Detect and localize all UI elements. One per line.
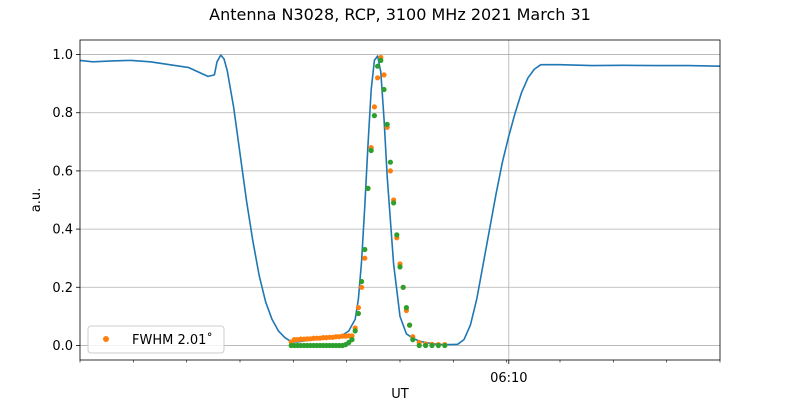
axes: 0.0 0.2 0.4 0.6 0.8 1.0 06:10: [52, 48, 721, 386]
scatter-point: [381, 86, 387, 93]
legend-label: FWHM 2.01˚: [132, 332, 213, 348]
scatter-point: [416, 342, 422, 349]
scatter-point: [368, 147, 374, 154]
y-tick-label: 0.2: [52, 281, 73, 296]
scatter-point: [365, 185, 371, 191]
scatter-point: [403, 305, 409, 311]
scatter-point: [400, 284, 406, 290]
scatter-point: [387, 159, 393, 165]
scatter-point: [397, 264, 403, 270]
scatter-point: [352, 328, 358, 334]
scatter-point: [375, 75, 381, 81]
scatter-point: [435, 342, 441, 349]
scatter-point: [362, 255, 368, 261]
legend-marker: [103, 336, 109, 342]
scatter-point: [423, 342, 429, 349]
scatter-point: [371, 104, 377, 110]
scatter-point: [371, 113, 377, 119]
scatter-point: [362, 246, 368, 253]
x-tick-label: 06:10: [490, 371, 527, 386]
legend-box: [87, 325, 225, 354]
scatter-point: [407, 322, 413, 328]
y-tick-label: 1.0: [52, 48, 73, 63]
y-tick-label: 0.8: [52, 106, 73, 121]
legend: FWHM 2.01˚: [87, 325, 225, 354]
y-tick-label: 0.0: [52, 339, 73, 354]
scatter-point: [387, 168, 393, 174]
y-tick-label: 0.6: [52, 164, 73, 179]
scatter-point: [355, 310, 361, 317]
scatter-point: [359, 284, 365, 290]
x-axis-label: UT: [391, 387, 409, 400]
series-line: [79, 54, 721, 346]
scatter-point: [391, 200, 397, 206]
scatter-point: [384, 121, 390, 127]
scatter-point: [355, 305, 361, 311]
y-axis-label: a.u.: [29, 188, 44, 212]
chart-title: Antenna N3028, RCP, 3100 MHz 2021 March …: [209, 5, 591, 24]
scatter-point: [375, 63, 381, 69]
scatter-point: [349, 333, 355, 339]
series-layer: [79, 54, 721, 349]
scatter-point: [378, 57, 384, 64]
scatter-point: [429, 342, 435, 349]
scatter-point: [349, 337, 355, 343]
scatter-point: [381, 72, 387, 78]
scatter-point: [359, 278, 365, 285]
scatter-point: [442, 342, 448, 349]
grid: [80, 40, 720, 360]
scatter-point: [410, 337, 416, 343]
scatter-point: [394, 232, 400, 238]
y-tick-label: 0.4: [52, 223, 73, 238]
